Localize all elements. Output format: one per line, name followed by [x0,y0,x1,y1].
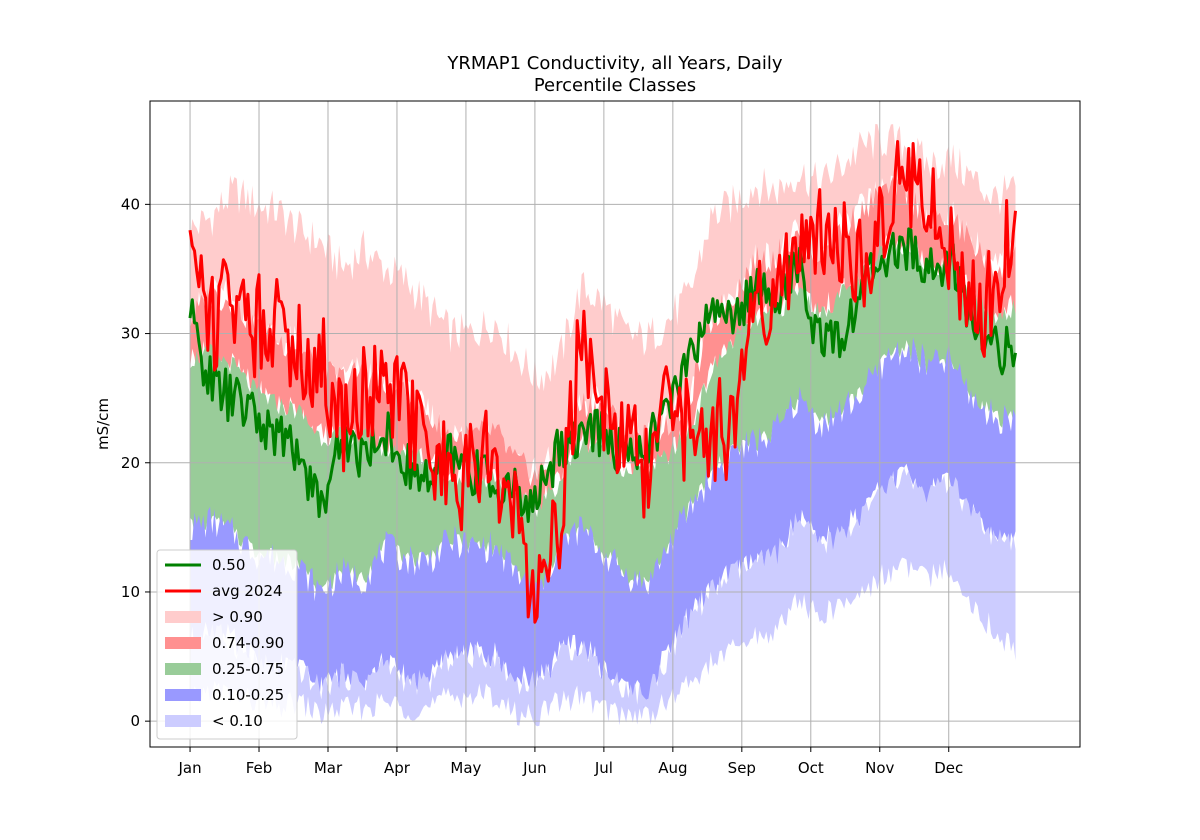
band-0-10 [190,467,1016,727]
legend-entry: avg 2024 [165,582,283,600]
x-tick-label: Oct [798,759,824,777]
legend-entry: > 0.90 [165,608,263,626]
legend-label: < 0.10 [212,712,263,730]
x-tick-label: May [450,759,481,777]
band-0-74-0-90 [190,176,1016,515]
legend-patch-swatch [165,611,201,623]
legend-entry: 0.50 [165,556,245,574]
legend-label: 0.74-0.90 [212,634,284,652]
x-axis-ticks: Jan Feb Mar Apr May Jun Jul Aug Sep Oct Nov Dec [177,747,963,777]
legend-label: avg 2024 [212,582,283,600]
y-axis-ticks: 0 10 20 30 40 [121,195,150,730]
legend-patch-swatch [165,715,201,727]
band-0-25-0-75 [190,242,1016,596]
y-tick-label: 10 [121,583,140,601]
chart-subtitle: Percentile Classes [534,75,696,96]
series-lines [188,140,1017,624]
legend-entry: 0.10-0.25 [165,686,284,704]
legend-patch-swatch [165,663,201,675]
x-tick-label: Nov [865,759,894,777]
series-line-avg-2024 [188,140,1017,624]
x-tick-label: Aug [658,759,687,777]
legend-patch-swatch [165,637,201,649]
legend-label: 0.10-0.25 [212,686,284,704]
x-tick-label: Jun [522,759,546,777]
y-tick-label: 30 [121,325,140,343]
x-tick-label: Jan [177,759,201,777]
x-tick-label: Dec [934,759,963,777]
percentile-bands [190,124,1016,727]
band-0-10-0-25 [190,337,1016,709]
x-tick-label: Jul [594,759,613,777]
legend-label: 0.25-0.75 [212,660,284,678]
y-tick-label: 20 [121,454,140,472]
x-tick-label: Apr [384,759,411,777]
legend-entry: 0.25-0.75 [165,660,284,678]
plot-frame [149,100,1081,748]
x-tick-label: Feb [246,759,273,777]
legend: 0.50 avg 2024 > 0.90 0.74-0.90 0.25-0.75 0.10… [156,549,298,740]
y-tick-label: 0 [130,712,140,730]
legend-entry: < 0.10 [165,712,263,730]
x-tick-label: Sep [728,759,756,777]
chart-title: YRMAP1 Conductivity, all Years, Daily [446,53,783,74]
y-tick-label: 40 [121,195,140,213]
y-axis-label: mS/cm [94,398,112,450]
x-tick-label: Mar [314,759,343,777]
legend-label: > 0.90 [212,608,263,626]
legend-label: 0.50 [212,556,245,574]
legend-entry: 0.74-0.90 [165,634,284,652]
legend-patch-swatch [165,689,201,701]
